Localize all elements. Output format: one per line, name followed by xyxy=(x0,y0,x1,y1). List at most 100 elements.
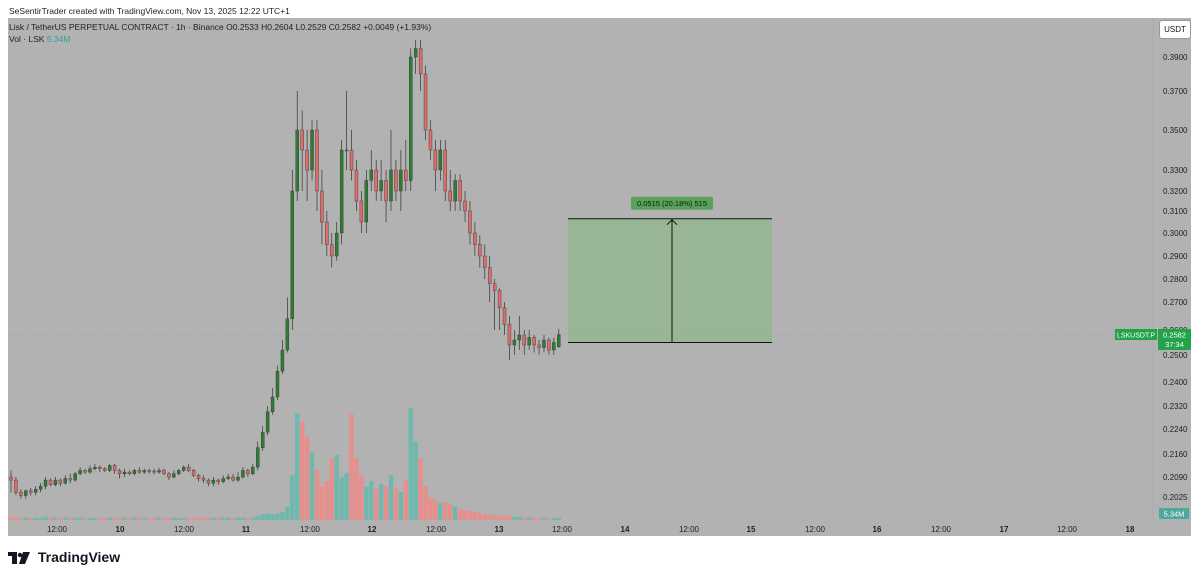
candle-body[interactable] xyxy=(132,470,137,474)
symbol-legend[interactable]: Lisk / TetherUS PERPETUAL CONTRACT · 1h … xyxy=(9,22,432,32)
candle-body[interactable] xyxy=(246,470,250,474)
candle-body[interactable] xyxy=(473,232,477,245)
candle-body[interactable] xyxy=(226,476,230,479)
candle-body[interactable] xyxy=(349,149,354,171)
candle-body[interactable] xyxy=(290,190,294,320)
candle-body[interactable] xyxy=(265,411,270,433)
candle-body[interactable] xyxy=(236,476,240,481)
candle-body[interactable] xyxy=(379,180,383,192)
candle-body[interactable] xyxy=(404,169,408,181)
price-tag-value[interactable]: 0.2582 xyxy=(1163,331,1186,340)
candle-body[interactable] xyxy=(251,466,255,474)
candle-body[interactable] xyxy=(167,473,171,478)
candle-body[interactable] xyxy=(93,466,97,469)
candle-body[interactable] xyxy=(300,129,304,151)
candle-body[interactable] xyxy=(418,48,423,75)
candle-body[interactable] xyxy=(24,490,28,496)
candle-body[interactable] xyxy=(216,479,220,482)
candle-body[interactable] xyxy=(157,470,161,473)
candle-body[interactable] xyxy=(335,232,339,257)
candle-body[interactable] xyxy=(305,149,309,171)
candle-body[interactable] xyxy=(384,180,388,202)
candle-body[interactable] xyxy=(107,465,112,471)
candle-body[interactable] xyxy=(162,470,166,474)
candle-body[interactable] xyxy=(557,334,561,347)
candle-body[interactable] xyxy=(295,129,299,192)
tradingview-brand[interactable]: TradingView xyxy=(8,549,120,565)
candle-body[interactable] xyxy=(270,396,275,412)
candle-body[interactable] xyxy=(330,244,334,257)
candle-body[interactable] xyxy=(517,334,522,341)
candle-body[interactable] xyxy=(231,476,235,481)
candle-body[interactable] xyxy=(364,180,369,223)
candle-body[interactable] xyxy=(19,492,23,496)
currency-button[interactable]: USDT xyxy=(1159,20,1191,39)
candle-body[interactable] xyxy=(58,479,63,484)
candle-body[interactable] xyxy=(492,283,497,291)
candle-body[interactable] xyxy=(344,149,349,152)
volume-legend[interactable]: Vol · LSK 5.34M xyxy=(9,34,70,44)
candle-body[interactable] xyxy=(522,334,526,346)
candle-body[interactable] xyxy=(152,470,156,473)
candle-body[interactable] xyxy=(409,56,413,181)
candle-body[interactable] xyxy=(487,267,492,284)
candle-body[interactable] xyxy=(547,339,551,351)
candle-body[interactable] xyxy=(112,465,117,471)
candle-body[interactable] xyxy=(374,169,378,192)
candle-body[interactable] xyxy=(394,169,398,192)
measure-box[interactable] xyxy=(568,218,772,343)
candle-body[interactable] xyxy=(552,342,556,351)
candle-body[interactable] xyxy=(38,486,43,490)
candle-body[interactable] xyxy=(53,479,58,485)
candle-body[interactable] xyxy=(532,337,536,346)
candle-body[interactable] xyxy=(33,489,38,493)
candle-body[interactable] xyxy=(201,478,206,481)
candle-body[interactable] xyxy=(29,490,33,493)
candle-body[interactable] xyxy=(325,221,329,245)
candle-body[interactable] xyxy=(354,169,359,202)
candle-body[interactable] xyxy=(172,473,176,478)
candle-body[interactable] xyxy=(463,200,467,212)
candle-body[interactable] xyxy=(182,466,186,471)
candle-body[interactable] xyxy=(137,470,142,473)
candle-body[interactable] xyxy=(512,339,517,346)
candle-body[interactable] xyxy=(443,149,447,192)
candle-body[interactable] xyxy=(275,371,280,398)
candle-body[interactable] xyxy=(502,307,507,325)
candle-body[interactable] xyxy=(497,290,502,308)
candle-body[interactable] xyxy=(359,200,364,223)
candle-body[interactable] xyxy=(527,337,531,346)
candle-body[interactable] xyxy=(117,470,122,474)
candle-body[interactable] xyxy=(241,470,245,478)
candle-body[interactable] xyxy=(537,344,541,348)
candle-body[interactable] xyxy=(483,255,487,268)
candle-body[interactable] xyxy=(260,431,265,448)
candle-body[interactable] xyxy=(433,149,438,171)
candle-body[interactable] xyxy=(83,470,87,473)
candle-body[interactable] xyxy=(73,473,77,481)
candle-body[interactable] xyxy=(458,180,462,202)
candle-body[interactable] xyxy=(186,466,191,471)
candle-body[interactable] xyxy=(315,129,319,192)
candle-body[interactable] xyxy=(127,471,132,474)
candle-body[interactable] xyxy=(256,447,260,468)
candle-body[interactable] xyxy=(9,476,13,481)
candle-body[interactable] xyxy=(14,479,18,493)
candle-body[interactable] xyxy=(43,479,48,487)
candle-body[interactable] xyxy=(280,349,285,372)
candle-body[interactable] xyxy=(438,149,443,171)
candle-body[interactable] xyxy=(389,169,393,202)
candle-body[interactable] xyxy=(448,190,452,202)
candle-body[interactable] xyxy=(78,470,82,474)
candle-body[interactable] xyxy=(122,471,127,474)
candle-body[interactable] xyxy=(68,478,72,481)
candle-body[interactable] xyxy=(147,470,151,472)
candle-body[interactable] xyxy=(48,479,53,485)
candle-body[interactable] xyxy=(206,479,211,484)
candle-body[interactable] xyxy=(428,129,433,151)
candle-body[interactable] xyxy=(103,468,107,471)
candle-body[interactable] xyxy=(177,470,181,474)
candle-body[interactable] xyxy=(542,339,546,348)
candle-body[interactable] xyxy=(478,244,482,257)
